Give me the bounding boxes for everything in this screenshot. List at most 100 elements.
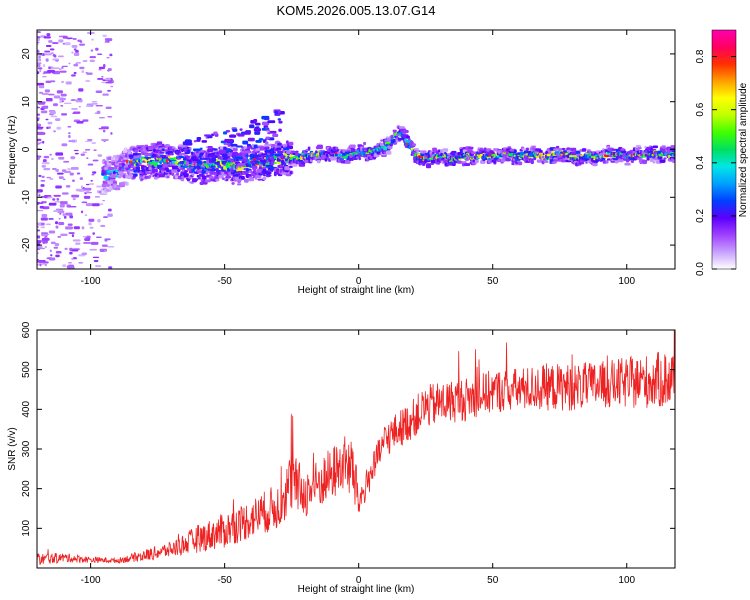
spectrogram-cell xyxy=(81,201,88,204)
spectrogram-cell xyxy=(41,93,49,95)
spectrogram-cell xyxy=(52,42,59,44)
spectrogram-cell xyxy=(91,171,97,174)
spectrogram-cell xyxy=(48,40,53,43)
spectrogram-cell xyxy=(436,162,441,165)
spectrogram-cell xyxy=(61,81,65,83)
spectrogram-cell xyxy=(83,242,92,244)
spectrogram-cell xyxy=(70,99,76,102)
spectrogram-cell xyxy=(94,196,101,198)
spectrogram-cell xyxy=(291,163,298,167)
spectrogram-cell xyxy=(527,150,532,155)
spectrogram-cell xyxy=(386,150,392,155)
spectrogram-cell xyxy=(72,38,77,40)
spectrogram-cell xyxy=(289,170,293,175)
spectrogram-cell xyxy=(85,80,91,82)
spectrogram-cell xyxy=(407,138,411,141)
spectrogram-cell xyxy=(344,160,351,164)
spectrogram-x-tick-label: 0 xyxy=(356,276,362,287)
spectrogram-cell xyxy=(55,225,59,229)
spectrogram-cell xyxy=(195,178,199,181)
spectrogram-cell xyxy=(611,148,617,151)
spectrogram-cell xyxy=(617,159,624,163)
spectrogram-cell xyxy=(222,131,228,135)
spectrogram-cell xyxy=(223,146,227,151)
colorbar-gradient xyxy=(711,29,737,270)
spectrogram-cell xyxy=(423,150,427,154)
spectrogram-cell xyxy=(57,236,62,238)
spectrogram-cell xyxy=(45,97,53,102)
spectrogram-cell xyxy=(45,118,49,121)
spectrogram-cell xyxy=(37,156,40,160)
spectrogram-cell xyxy=(261,115,270,120)
spectrogram-cell xyxy=(71,249,79,252)
spectrogram-cell xyxy=(103,64,106,68)
spectrogram-cell xyxy=(264,126,269,129)
spectrogram-cell xyxy=(43,155,50,159)
spectrogram-cell xyxy=(91,100,98,103)
spectrogram-cell xyxy=(44,237,49,241)
spectrogram-cell xyxy=(56,126,62,130)
spectrogram-cell xyxy=(430,162,435,166)
spectrogram-y-tick-label: -20 xyxy=(21,237,32,252)
spectrogram-cell xyxy=(61,143,68,147)
spectrogram-cell xyxy=(37,126,44,129)
spectrogram-cell xyxy=(102,93,109,96)
spectrogram-cell xyxy=(425,164,432,169)
spectrogram-cell xyxy=(59,70,67,73)
spectrogram-cell xyxy=(204,134,212,137)
spectrogram-cell xyxy=(107,163,113,166)
spectrogram-cell xyxy=(100,203,104,205)
spectrogram-cell xyxy=(72,257,77,260)
spectrogram-cell xyxy=(96,185,102,188)
spectrogram-y-label: Frequency (Hz) xyxy=(7,116,18,185)
spectrogram-cell xyxy=(109,53,113,57)
spectrogram-cell xyxy=(73,71,77,75)
spectrogram-cell xyxy=(68,232,75,234)
spectrogram-cell xyxy=(89,248,98,251)
colorbar-tick-label: 0.2 xyxy=(695,209,706,223)
spectrogram-cell xyxy=(471,151,478,155)
spectrogram-cell xyxy=(52,58,59,61)
spectrogram-cell xyxy=(37,62,42,64)
spectrogram-cell xyxy=(259,159,267,163)
spectrogram-cells xyxy=(37,31,675,269)
spectrogram-cell xyxy=(575,150,581,154)
spectrogram-cell xyxy=(72,239,81,242)
snr-y-tick-label: 100 xyxy=(21,520,32,537)
spectrogram-cell xyxy=(107,38,110,42)
spectrogram-cell xyxy=(42,53,45,57)
spectrogram-cell xyxy=(40,110,48,114)
spectrogram-cell xyxy=(221,177,226,181)
spectrogram-cell xyxy=(247,137,255,142)
spectrogram-cell xyxy=(232,151,238,156)
spectrogram-cell xyxy=(95,105,103,107)
spectrogram-cell xyxy=(208,154,215,158)
spectrogram-cell xyxy=(557,148,563,152)
spectrogram-cell xyxy=(76,120,84,124)
spectrogram-cell xyxy=(71,45,78,48)
spectrogram-cell xyxy=(37,202,44,204)
spectrogram-cell xyxy=(38,55,41,59)
spectrogram-cell xyxy=(80,153,86,156)
spectrogram-cell xyxy=(265,149,274,152)
spectrogram-cell xyxy=(190,181,195,184)
spectrogram-cell xyxy=(316,146,323,150)
spectrogram-cell xyxy=(91,141,97,144)
spectrogram-cell xyxy=(93,149,97,151)
spectrogram-cell xyxy=(50,52,54,54)
spectrogram-cell xyxy=(67,223,73,226)
spectrogram-cell xyxy=(555,145,560,149)
spectrogram-cell xyxy=(54,201,62,203)
spectrogram-cell xyxy=(108,166,115,171)
spectrogram-y-tick-label: 10 xyxy=(21,96,32,108)
spectrogram-cell xyxy=(533,157,537,161)
snr-y-tick-label: 300 xyxy=(21,440,32,457)
spectrogram-cell xyxy=(442,148,449,152)
spectrogram-cell xyxy=(57,55,64,58)
spectrogram-cell xyxy=(280,155,286,159)
spectrogram-cell xyxy=(73,149,79,152)
spectrogram-cell xyxy=(60,104,64,107)
colorbar-ticks: 0.0 0.2 0.4 0.6 0.8 xyxy=(695,49,736,276)
spectrogram-cell xyxy=(277,118,282,121)
